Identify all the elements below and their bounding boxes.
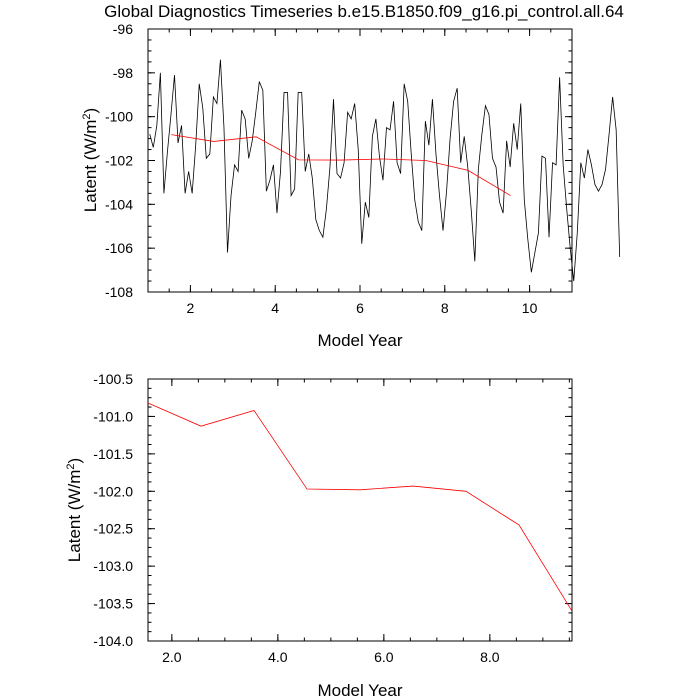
bottom-x-tick-label: 2.0 [162,649,182,665]
top-y-tick-label: -96 [113,21,133,37]
bottom-y-tick-label: -101.0 [93,408,133,424]
top-x-tick-label: 4 [271,300,279,316]
bottom-y-axis-label: Latent (W/m2) [65,458,84,562]
bottom-plot-frame [147,378,573,642]
top-x-axis-label: Model Year [317,331,402,350]
bottom-y-tick-label: -102.0 [93,483,133,499]
top-x-tick-label: 10 [522,300,538,316]
top-x-tick-label: 2 [187,300,195,316]
bottom-y-tick-label: -101.5 [93,446,133,462]
top-y-axis-label: Latent (W/m2) [81,108,100,212]
top-plot-area: 2 4 6 8 10 -108 -106 -104 -102 -100 -98 -96 [105,21,621,316]
bottom-y-tick-label: -103.5 [93,596,133,612]
bottom-x-tick-label: 6.0 [374,649,394,665]
top-y-tick-label: -98 [113,65,133,81]
top-y-tick-label: -104 [105,196,133,212]
top-series-annual-mean-line [171,134,511,196]
top-y-tick-label: -102 [105,153,133,169]
top-y-tick-label: -106 [105,240,133,256]
bottom-y-tick-label: -102.5 [93,521,133,537]
top-y-tick-label: -108 [105,284,133,300]
bottom-x-axis-label: Model Year [317,681,402,700]
bottom-series-annual-mean-line [147,402,573,612]
bottom-y-tick-label: -104.0 [93,633,133,649]
bottom-panel: 2.0 4.0 6.0 8.0 -104.0 -103.5 -103.0 -102.5 -102… [65,371,573,700]
top-plot-frame [147,28,573,293]
top-panel: 2 4 6 8 10 -108 -106 -104 -102 -100 -98 -96 Model Y… [81,21,621,350]
top-x-tick-label: 6 [356,300,364,316]
top-series-monthly-line [149,59,621,282]
chart-title: Global Diagnostics Timeseries b.e15.B185… [104,2,624,21]
bottom-x-tick-label: 4.0 [268,649,288,665]
top-x-tick-label: 8 [441,300,449,316]
bottom-y-tick-label: -103.0 [93,558,133,574]
top-y-tick-label: -100 [105,109,133,125]
bottom-x-tick-label: 8.0 [480,649,500,665]
bottom-y-tick-label: -100.5 [93,371,133,387]
bottom-plot-area: 2.0 4.0 6.0 8.0 -104.0 -103.5 -103.0 -102.5 -102… [93,371,573,665]
